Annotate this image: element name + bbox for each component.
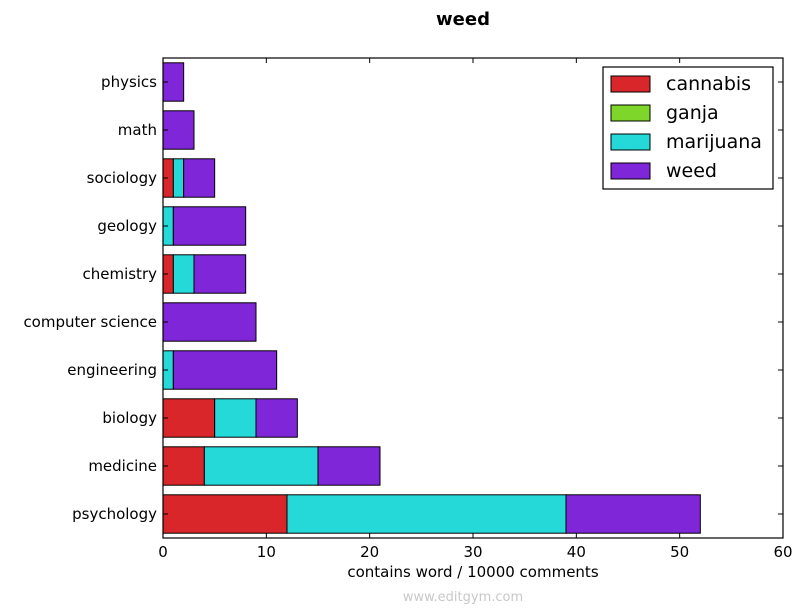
bar-biology-weed: [255, 398, 298, 438]
ticks-layer: 0 10 20 30 40 50 60 psychology medicine biology en…: [23, 58, 793, 561]
chart-title: weed: [436, 9, 490, 30]
bar-medicine-marijuana: [203, 446, 319, 486]
y-tick-label: medicine: [88, 457, 157, 475]
x-tick-label: 0: [158, 543, 168, 561]
y-tick-label: engineering: [67, 361, 157, 379]
legend-label-marijuana: marijuana: [666, 131, 762, 153]
y-tick-label: sociology: [87, 169, 157, 187]
legend-swatch-ganja: [610, 104, 651, 122]
bar-psychology-cannabis: [162, 494, 288, 534]
bar-biology-cannabis: [162, 398, 216, 438]
legend-swatch-weed: [610, 162, 651, 180]
x-tick-label: 40: [567, 543, 586, 561]
bar-biology-marijuana: [214, 398, 257, 438]
bars-layer: [162, 62, 701, 534]
bar-geology-weed: [172, 206, 247, 246]
legend-label-cannabis: cannabis: [666, 73, 751, 95]
y-tick-label: computer science: [23, 313, 157, 331]
x-tick-label: 60: [773, 543, 792, 561]
y-tick-label: psychology: [72, 505, 157, 523]
y-tick-label: math: [118, 121, 157, 139]
y-tick-label: chemistry: [82, 265, 157, 283]
bar-medicine-weed: [317, 446, 381, 486]
x-tick-label: 30: [463, 543, 482, 561]
legend-swatch-cannabis: [610, 75, 651, 93]
bar-engineering-weed: [172, 350, 278, 390]
y-tick-label: physics: [101, 73, 157, 91]
legend-label-ganja: ganja: [666, 102, 719, 124]
x-axis-label: contains word / 10000 comments: [347, 563, 598, 581]
bar-sociology-weed: [183, 158, 216, 198]
x-tick-label: 10: [257, 543, 276, 561]
legend-swatch-marijuana: [610, 133, 651, 151]
x-tick-label: 20: [360, 543, 379, 561]
bar-psychology-marijuana: [286, 494, 567, 534]
bar-medicine-cannabis: [162, 446, 205, 486]
y-tick-label: geology: [97, 217, 157, 235]
x-tick-label: 50: [670, 543, 689, 561]
bar-computer-science-weed: [162, 302, 257, 342]
bar-chemistry-marijuana: [172, 254, 195, 294]
legend: cannabis ganja marijuana weed: [602, 66, 774, 190]
bar-chemistry-weed: [193, 254, 247, 294]
bar-sociology-marijuana: [172, 158, 185, 198]
bar-psychology-weed: [565, 494, 701, 534]
bar-math-weed: [162, 110, 195, 150]
y-tick-label: biology: [102, 409, 157, 427]
legend-label-weed: weed: [666, 160, 717, 182]
watermark: www.editgym.com: [403, 590, 523, 605]
